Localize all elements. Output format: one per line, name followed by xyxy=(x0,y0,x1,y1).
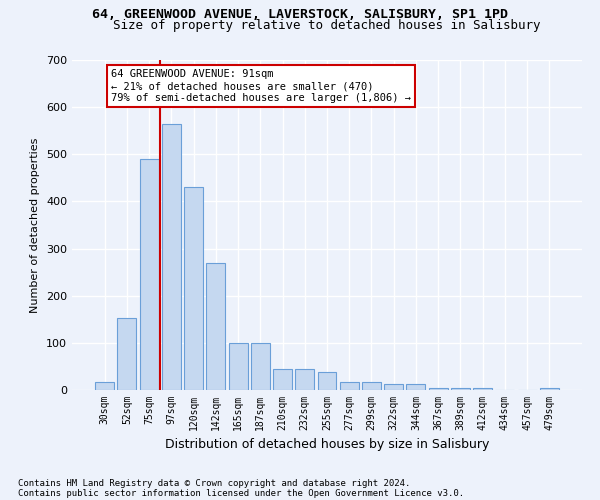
Title: Size of property relative to detached houses in Salisbury: Size of property relative to detached ho… xyxy=(113,20,541,32)
Bar xyxy=(340,382,359,390)
Bar xyxy=(118,318,136,390)
X-axis label: Distribution of detached houses by size in Salisbury: Distribution of detached houses by size … xyxy=(165,438,489,452)
Bar xyxy=(140,159,158,390)
Bar xyxy=(206,262,225,390)
Bar xyxy=(273,369,292,390)
Text: Contains public sector information licensed under the Open Government Licence v3: Contains public sector information licen… xyxy=(18,488,464,498)
Bar xyxy=(317,372,337,390)
Bar xyxy=(162,124,181,390)
Bar xyxy=(362,382,381,390)
Text: 64 GREENWOOD AVENUE: 91sqm
← 21% of detached houses are smaller (470)
79% of sem: 64 GREENWOOD AVENUE: 91sqm ← 21% of deta… xyxy=(112,70,412,102)
Bar xyxy=(95,382,114,390)
Bar xyxy=(251,343,270,390)
Bar xyxy=(429,388,448,390)
Bar xyxy=(229,343,248,390)
Bar xyxy=(384,384,403,390)
Bar xyxy=(406,384,425,390)
Text: Contains HM Land Registry data © Crown copyright and database right 2024.: Contains HM Land Registry data © Crown c… xyxy=(18,478,410,488)
Text: 64, GREENWOOD AVENUE, LAVERSTOCK, SALISBURY, SP1 1PD: 64, GREENWOOD AVENUE, LAVERSTOCK, SALISB… xyxy=(92,8,508,20)
Bar xyxy=(184,188,203,390)
Bar xyxy=(540,388,559,390)
Bar xyxy=(295,369,314,390)
Bar xyxy=(473,388,492,390)
Y-axis label: Number of detached properties: Number of detached properties xyxy=(31,138,40,312)
Bar xyxy=(451,388,470,390)
